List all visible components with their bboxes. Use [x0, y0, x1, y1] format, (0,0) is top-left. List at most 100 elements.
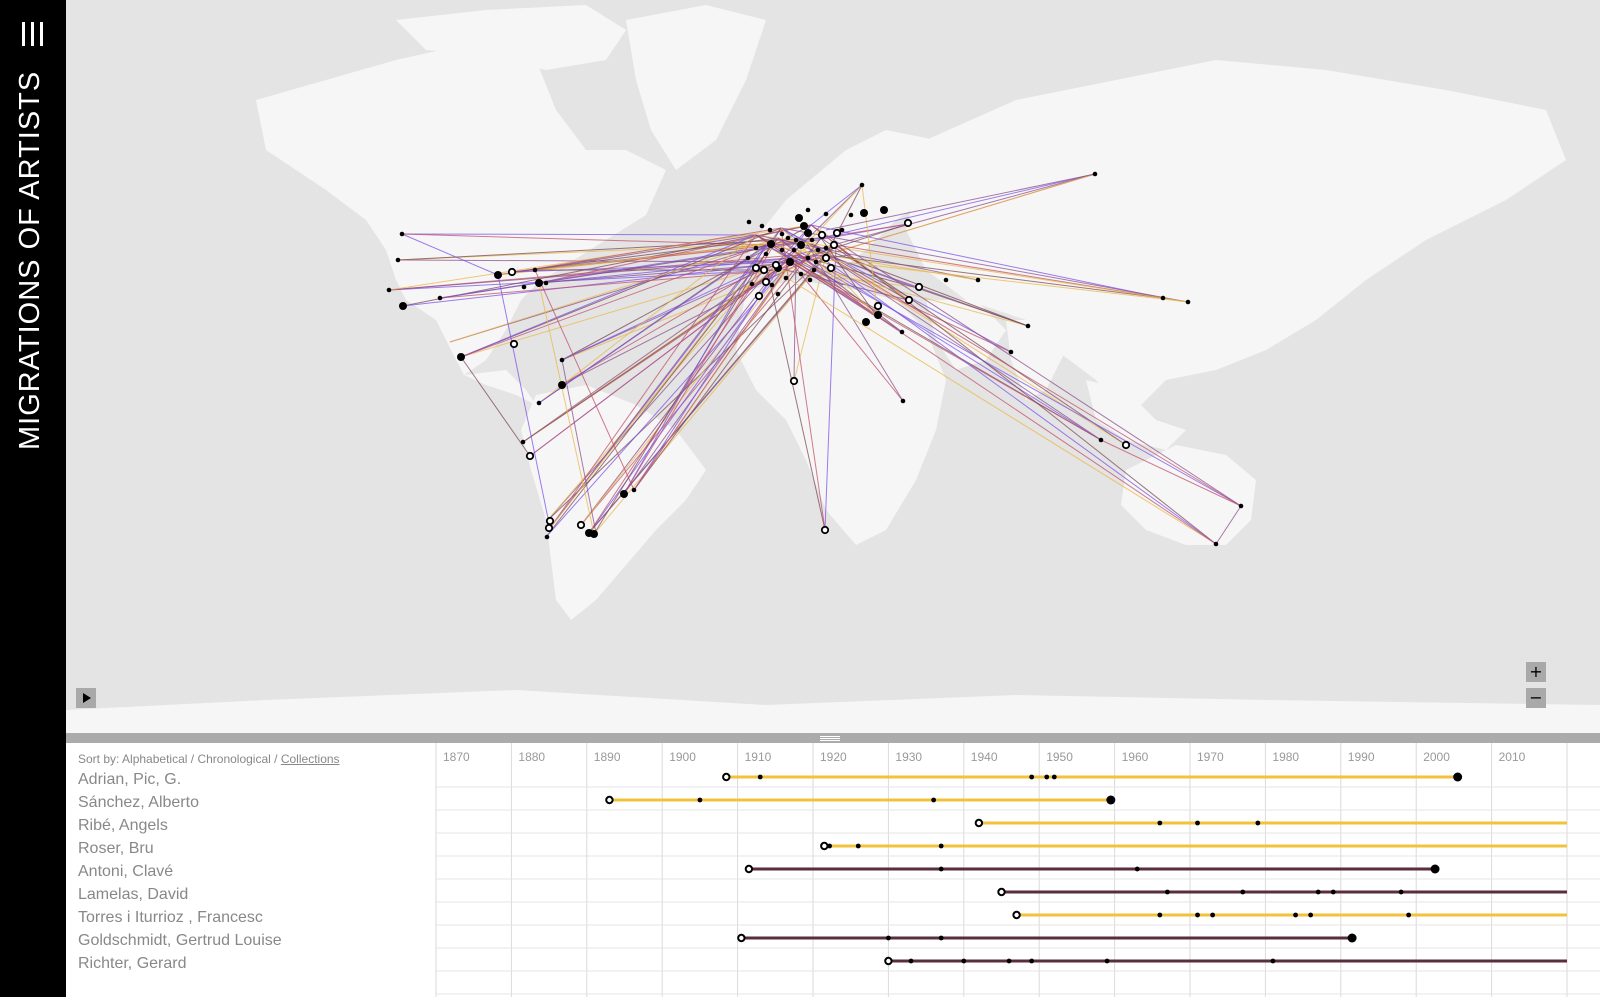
migration-event-marker[interactable] — [1029, 958, 1035, 964]
birthplace-point[interactable] — [509, 339, 519, 349]
map-canvas[interactable] — [66, 0, 1600, 733]
location-point[interactable] — [859, 182, 865, 188]
migration-event-marker[interactable] — [1104, 958, 1110, 964]
migration-event-marker[interactable] — [938, 843, 944, 849]
location-point[interactable] — [874, 311, 882, 319]
migration-event-marker[interactable] — [1157, 820, 1163, 826]
zoom-in-button[interactable]: + — [1526, 662, 1546, 682]
migration-event-marker[interactable] — [961, 958, 967, 964]
location-point[interactable] — [791, 247, 797, 253]
birthplace-point[interactable] — [751, 263, 761, 273]
location-point[interactable] — [759, 223, 765, 229]
location-point[interactable] — [767, 227, 773, 233]
location-point[interactable] — [767, 240, 775, 248]
location-point[interactable] — [848, 212, 854, 218]
migration-event-marker[interactable] — [1293, 912, 1298, 918]
location-point[interactable] — [535, 279, 543, 287]
migration-event-marker[interactable] — [1398, 889, 1404, 895]
play-button[interactable] — [76, 688, 96, 708]
migration-event-marker[interactable] — [1240, 889, 1246, 895]
migration-event-marker[interactable] — [886, 935, 891, 941]
location-point[interactable] — [1185, 299, 1191, 305]
location-point[interactable] — [809, 237, 815, 243]
location-point[interactable] — [620, 490, 628, 498]
artist-name[interactable]: Roser, Bru — [78, 840, 154, 857]
migration-event-marker[interactable] — [1164, 889, 1170, 895]
migration-event-marker[interactable] — [1006, 958, 1012, 964]
location-point[interactable] — [559, 357, 565, 363]
location-point[interactable] — [815, 247, 821, 253]
panel-resize-divider[interactable] — [66, 733, 1600, 743]
location-point[interactable] — [804, 229, 812, 237]
location-point[interactable] — [793, 237, 799, 243]
location-point[interactable] — [746, 219, 752, 225]
location-point[interactable] — [399, 302, 407, 310]
migration-event-marker[interactable] — [855, 843, 861, 849]
birthplace-point[interactable] — [771, 260, 781, 270]
location-point[interactable] — [839, 227, 845, 233]
artist-track[interactable] — [737, 933, 1357, 943]
birthplace-point[interactable] — [817, 230, 827, 240]
world-map[interactable]: + − — [66, 0, 1600, 733]
location-point[interactable] — [823, 245, 829, 251]
artist-track[interactable] — [744, 864, 1440, 874]
location-point[interactable] — [880, 206, 888, 214]
location-point[interactable] — [975, 277, 981, 283]
artist-name[interactable]: Lamelas, David — [78, 886, 189, 903]
artist-track[interactable] — [1012, 910, 1567, 920]
location-point[interactable] — [749, 281, 755, 287]
birthplace-point[interactable] — [1121, 440, 1131, 450]
birthplace-point[interactable] — [507, 267, 517, 277]
location-point[interactable] — [558, 381, 566, 389]
location-point[interactable] — [797, 241, 805, 249]
artist-name[interactable]: Sánchez, Alberto — [78, 794, 199, 811]
migration-event-marker[interactable] — [1270, 958, 1276, 964]
migration-event-marker[interactable] — [697, 797, 703, 803]
location-point[interactable] — [823, 211, 829, 217]
location-point[interactable] — [1213, 541, 1219, 547]
birthplace-point[interactable] — [820, 525, 830, 535]
location-point[interactable] — [807, 277, 813, 283]
birthplace-point[interactable] — [914, 282, 924, 292]
location-point[interactable] — [786, 258, 794, 266]
location-point[interactable] — [811, 267, 817, 273]
migration-event-marker[interactable] — [1051, 774, 1057, 780]
location-point[interactable] — [386, 287, 392, 293]
migration-event-marker[interactable] — [1195, 912, 1200, 918]
artist-track[interactable] — [722, 772, 1463, 782]
location-point[interactable] — [457, 353, 465, 361]
birthplace-point[interactable] — [829, 240, 839, 250]
migration-event-marker[interactable] — [1195, 820, 1200, 826]
location-point[interactable] — [1160, 295, 1166, 301]
location-point[interactable] — [543, 280, 549, 286]
birthplace-point[interactable] — [544, 523, 554, 533]
migration-event-marker[interactable] — [757, 774, 763, 780]
artist-track[interactable] — [820, 841, 1567, 851]
migration-event-marker[interactable] — [938, 935, 944, 941]
birthplace-point[interactable] — [525, 451, 535, 461]
sort-alphabetical[interactable]: Alphabetical — [122, 752, 188, 766]
birthplace-point[interactable] — [576, 520, 586, 530]
migration-event-marker[interactable] — [1210, 912, 1216, 918]
location-point[interactable] — [395, 257, 401, 263]
location-point[interactable] — [745, 255, 751, 261]
location-point[interactable] — [536, 400, 542, 406]
birthplace-point[interactable] — [545, 516, 555, 526]
location-point[interactable] — [532, 267, 538, 273]
artist-track[interactable] — [997, 887, 1567, 897]
migration-event-marker[interactable] — [1330, 889, 1336, 895]
migration-event-marker[interactable] — [1406, 912, 1412, 918]
location-point[interactable] — [1092, 171, 1098, 177]
location-point[interactable] — [753, 245, 759, 251]
location-point[interactable] — [1238, 503, 1244, 509]
migration-event-marker[interactable] — [1157, 912, 1163, 918]
sort-collections[interactable]: Collections — [280, 752, 340, 766]
location-point[interactable] — [399, 231, 405, 237]
location-point[interactable] — [800, 222, 808, 230]
location-point[interactable] — [769, 282, 775, 288]
location-point[interactable] — [860, 209, 868, 217]
location-point[interactable] — [900, 398, 906, 404]
location-point[interactable] — [805, 255, 811, 261]
location-point[interactable] — [520, 439, 526, 445]
migration-event-marker[interactable] — [827, 843, 832, 849]
